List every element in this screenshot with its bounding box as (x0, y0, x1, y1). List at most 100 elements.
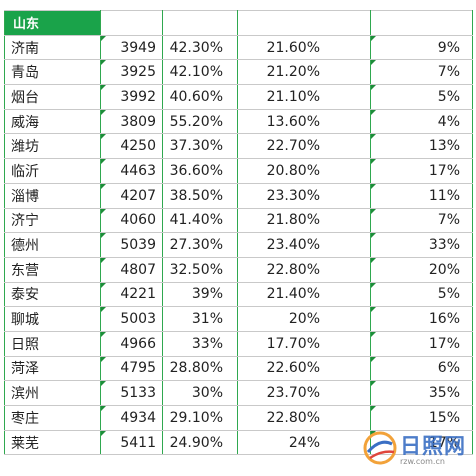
cell-percent-3[interactable]: 17% (370, 158, 473, 184)
header-cell-province[interactable]: 山东 (4, 10, 101, 36)
table-row: 青岛 3925 42.10% 21.20% 7% (4, 59, 473, 86)
cell-percent-1[interactable]: 40.60% (162, 84, 238, 110)
cell-percent-2[interactable]: 23.40% (237, 232, 371, 258)
cell-value[interactable]: 5039 (100, 232, 163, 258)
cell-value[interactable]: 5003 (100, 306, 163, 332)
cell-city[interactable]: 枣庄 (4, 405, 101, 431)
cell-percent-3[interactable]: 5% (370, 84, 473, 110)
cell-percent-3[interactable]: 7% (370, 207, 473, 234)
cell-percent-3[interactable]: 20% (370, 256, 473, 283)
cell-percent-3[interactable]: 11% (370, 182, 473, 209)
cell-city[interactable]: 淄博 (4, 182, 101, 209)
cell-value[interactable]: 3949 (100, 34, 163, 61)
cell-value[interactable]: 4795 (100, 355, 163, 382)
cell-city[interactable]: 菏泽 (4, 355, 101, 382)
cell-city[interactable]: 济宁 (4, 207, 101, 234)
cell-city[interactable]: 威海 (4, 108, 101, 135)
cell-city[interactable]: 烟台 (4, 84, 101, 110)
cell-percent-2[interactable]: 23.30% (237, 182, 371, 209)
table-row: 日照 4966 33% 17.70% 17% (4, 330, 473, 357)
cell-percent-2[interactable]: 13.60% (237, 108, 371, 135)
cell-percent-1[interactable]: 36.60% (162, 158, 238, 184)
cell-percent-1[interactable]: 29.10% (162, 405, 238, 431)
cell-percent-3[interactable]: 17% (370, 330, 473, 357)
cell-percent-2[interactable]: 21.60% (237, 34, 371, 61)
cell-percent-3[interactable]: 33% (370, 232, 473, 258)
cell-percent-1[interactable]: 39% (162, 281, 238, 308)
cell-value[interactable]: 4463 (100, 158, 163, 184)
cell-percent-1[interactable]: 55.20% (162, 108, 238, 135)
cell-value[interactable]: 4934 (100, 405, 163, 431)
cell-city[interactable]: 莱芜 (4, 429, 101, 456)
cell-percent-3[interactable]: 6% (370, 355, 473, 382)
cell-percent-3[interactable]: 7% (370, 59, 473, 86)
cell-city[interactable]: 济南 (4, 34, 101, 61)
cell-percent-3[interactable]: 35% (370, 380, 473, 406)
cell-value[interactable]: 4966 (100, 330, 163, 357)
cell-percent-2[interactable]: 21.80% (237, 207, 371, 234)
cell-value[interactable]: 3925 (100, 59, 163, 86)
cell-percent-1[interactable]: 42.10% (162, 59, 238, 86)
cell-city[interactable]: 潍坊 (4, 133, 101, 160)
cell-percent-2[interactable]: 22.70% (237, 133, 371, 160)
cell-city[interactable]: 日照 (4, 330, 101, 357)
cell-percent-1[interactable]: 27.30% (162, 232, 238, 258)
cell-percent-2[interactable]: 21.10% (237, 84, 371, 110)
cell-percent-2[interactable]: 22.80% (237, 405, 371, 431)
cell-percent-1[interactable]: 28.80% (162, 355, 238, 382)
cell-percent-3[interactable]: 15% (370, 405, 473, 431)
cell-percent-3[interactable]: 5% (370, 281, 473, 308)
cell-percent-3[interactable]: 4% (370, 108, 473, 135)
cell-percent-1[interactable]: 42.30% (162, 34, 238, 61)
cell-percent-1[interactable]: 30% (162, 380, 238, 406)
table-row: 滨州 5133 30% 23.70% 35% (4, 380, 473, 406)
cell-percent-3[interactable]: 9% (370, 34, 473, 61)
cell-value[interactable]: 5411 (100, 429, 163, 456)
cell-value[interactable]: 4221 (100, 281, 163, 308)
table-row: 东营 4807 32.50% 22.80% 20% (4, 256, 473, 283)
cell-percent-2[interactable]: 21.40% (237, 281, 371, 308)
cell-percent-1[interactable]: 37.30% (162, 133, 238, 160)
cell-percent-1[interactable]: 38.50% (162, 182, 238, 209)
cell-city[interactable]: 东营 (4, 256, 101, 283)
cell-value[interactable]: 4250 (100, 133, 163, 160)
cell-city[interactable]: 聊城 (4, 306, 101, 332)
cell-city[interactable]: 泰安 (4, 281, 101, 308)
table-row: 莱芜 5411 24.90% 24% 17% (4, 429, 473, 456)
cell-percent-1[interactable]: 32.50% (162, 256, 238, 283)
cell-percent-2[interactable]: 24% (237, 429, 371, 456)
cell-percent-2[interactable]: 20.80% (237, 158, 371, 184)
header-cell-empty[interactable] (370, 10, 473, 36)
cell-city[interactable]: 滨州 (4, 380, 101, 406)
cell-percent-1[interactable]: 33% (162, 330, 238, 357)
data-table: 山东 济南 3949 42.30% 21.60% 9% 青岛 3925 42.10% 21.20… (4, 10, 473, 456)
cell-percent-3[interactable]: 13% (370, 133, 473, 160)
table-row: 泰安 4221 39% 21.40% 5% (4, 281, 473, 308)
cell-percent-2[interactable]: 20% (237, 306, 371, 332)
cell-value[interactable]: 3992 (100, 84, 163, 110)
cell-city[interactable]: 临沂 (4, 158, 101, 184)
table-row: 烟台 3992 40.60% 21.10% 5% (4, 84, 473, 110)
cell-percent-2[interactable]: 21.20% (237, 59, 371, 86)
cell-percent-1[interactable]: 41.40% (162, 207, 238, 234)
cell-percent-1[interactable]: 24.90% (162, 429, 238, 456)
cell-percent-2[interactable]: 22.60% (237, 355, 371, 382)
header-cell-empty[interactable] (100, 10, 163, 36)
cell-percent-2[interactable]: 17.70% (237, 330, 371, 357)
cell-percent-1[interactable]: 31% (162, 306, 238, 332)
table-row: 枣庄 4934 29.10% 22.80% 15% (4, 405, 473, 431)
cell-city[interactable]: 青岛 (4, 59, 101, 86)
cell-value[interactable]: 4207 (100, 182, 163, 209)
globe-logo-icon (363, 431, 397, 465)
cell-value[interactable]: 3809 (100, 108, 163, 135)
cell-value[interactable]: 5133 (100, 380, 163, 406)
header-cell-empty[interactable] (237, 10, 371, 36)
cell-value[interactable]: 4060 (100, 207, 163, 234)
header-cell-empty[interactable] (162, 10, 238, 36)
cell-percent-2[interactable]: 22.80% (237, 256, 371, 283)
cell-city[interactable]: 德州 (4, 232, 101, 258)
cell-percent-2[interactable]: 23.70% (237, 380, 371, 406)
watermark-brand: 日照网 (400, 434, 466, 458)
cell-percent-3[interactable]: 16% (370, 306, 473, 332)
cell-value[interactable]: 4807 (100, 256, 163, 283)
